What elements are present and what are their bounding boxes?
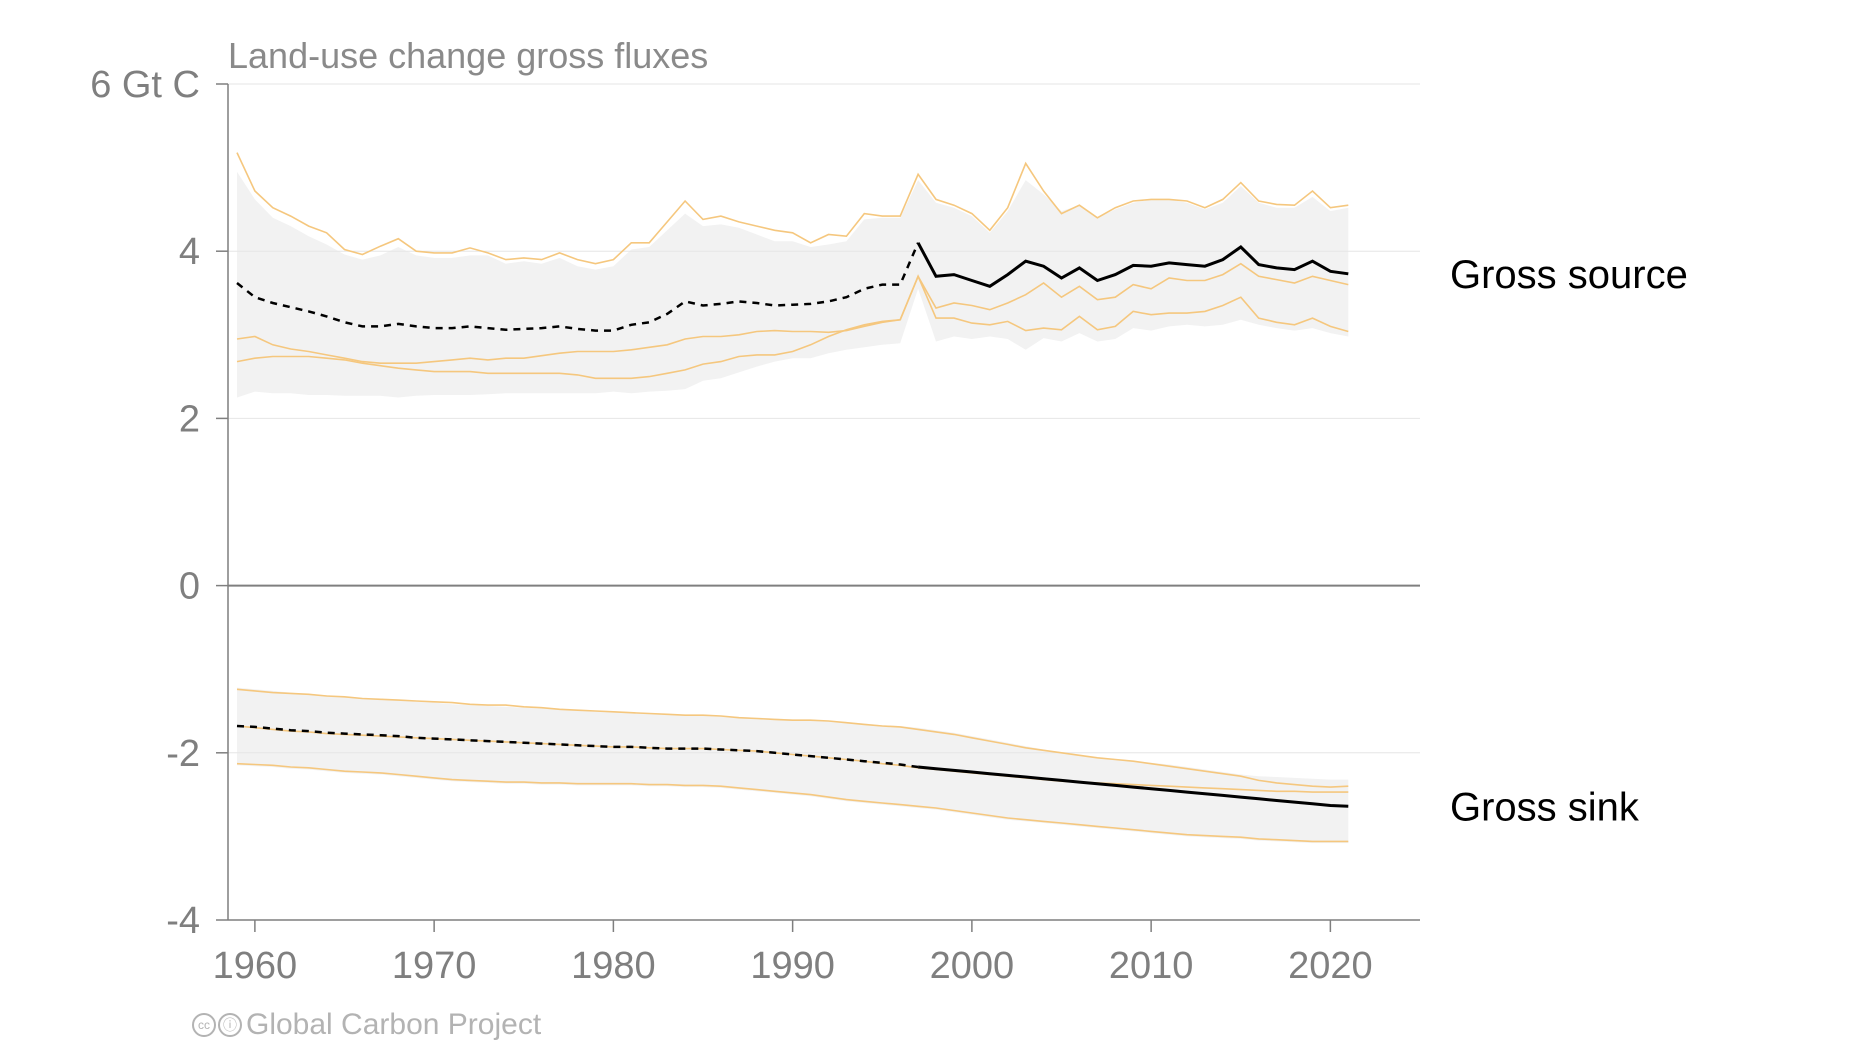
cc-icon: cc (192, 1013, 216, 1037)
mean-lines (236, 242, 1349, 808)
mean-line-dashed (236, 242, 920, 332)
series-label: Gross sink (1450, 785, 1640, 829)
x-tick-label: 1970 (392, 945, 477, 987)
y-tick-label: 4 (179, 231, 200, 273)
x-tick-label: 2000 (930, 945, 1015, 987)
mean-line-dashed (236, 724, 919, 769)
y-tick-label: 6 Gt C (90, 64, 200, 106)
model-line (236, 762, 1349, 843)
by-icon: ⓘ (218, 1013, 242, 1037)
axes (216, 83, 1420, 932)
uncertainty-bands (237, 171, 1349, 844)
model-line (236, 274, 1349, 380)
model-line (236, 688, 1349, 788)
chart-title: Land-use change gross fluxes (228, 35, 708, 76)
mean-line-solid (917, 765, 1349, 808)
model-line (236, 152, 1349, 265)
y-tick-label: 0 (179, 566, 200, 608)
credit: cc ⓘ Global Carbon Project (192, 1008, 541, 1042)
series-labels: Gross source Gross sink (1450, 253, 1688, 830)
x-tick-label: 1960 (213, 945, 298, 987)
y-tick-label: 2 (179, 398, 200, 440)
x-tick-label: 1980 (571, 945, 656, 987)
x-tick-label: 2020 (1288, 945, 1373, 987)
credit-text: Global Carbon Project (246, 1008, 542, 1041)
y-tick-label: -2 (166, 733, 200, 775)
y-tick-label: -4 (166, 900, 200, 942)
series-label: Gross source (1450, 253, 1688, 297)
uncertainty-band (237, 171, 1349, 398)
x-tick-label: 1990 (750, 945, 835, 987)
mean-line-solid (916, 242, 1349, 288)
tick-labels: 6 Gt C 4 2 0 -2 -4 1960 1970 1980 1990 2000 2010 202… (90, 64, 1372, 987)
model-line (236, 262, 1349, 365)
uncertainty-band (237, 687, 1349, 844)
x-tick-label: 2010 (1109, 945, 1194, 987)
